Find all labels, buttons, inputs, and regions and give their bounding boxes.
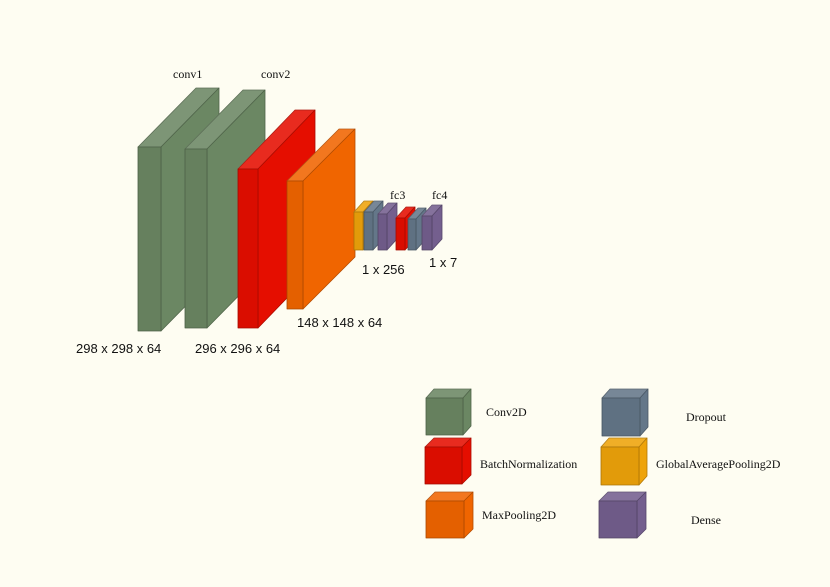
conv1-label: conv1 bbox=[173, 67, 202, 81]
legend-dense-swatch bbox=[598, 491, 647, 539]
legend-dense-label: Dense bbox=[691, 513, 721, 527]
legend-conv2d-label: Conv2D bbox=[486, 405, 527, 419]
fc3-dense-block bbox=[377, 202, 398, 251]
maxpool-block bbox=[286, 128, 356, 310]
pool-shape-label: 148 x 148 x 64 bbox=[297, 315, 382, 330]
legend-batchnorm-label: BatchNormalization bbox=[480, 457, 577, 471]
fc3-shape-label: 1 x 256 bbox=[362, 262, 405, 277]
conv2-label: conv2 bbox=[261, 67, 290, 81]
legend-maxpool-swatch bbox=[425, 491, 474, 539]
dropout-block-2 bbox=[407, 207, 427, 251]
legend-dropout-swatch bbox=[601, 388, 649, 437]
legend-batchnorm-swatch bbox=[424, 437, 472, 485]
fc4-dense-block bbox=[421, 204, 443, 251]
legend-maxpool-label: MaxPooling2D bbox=[482, 508, 556, 522]
legend-dropout-label: Dropout bbox=[686, 410, 727, 424]
legend-conv2d-swatch bbox=[425, 388, 472, 436]
legend-gap-swatch bbox=[600, 437, 648, 486]
conv1-shape-label: 298 x 298 x 64 bbox=[76, 341, 161, 356]
fc4-label: fc4 bbox=[432, 188, 447, 202]
legend-swatches bbox=[424, 388, 649, 539]
fc3-label: fc3 bbox=[390, 188, 405, 202]
legend-gap-label: GlobalAveragePooling2D bbox=[656, 457, 781, 471]
layer-blocks bbox=[137, 87, 443, 332]
fc4-shape-label: 1 x 7 bbox=[429, 255, 457, 270]
conv2-shape-label: 296 x 296 x 64 bbox=[195, 341, 280, 356]
